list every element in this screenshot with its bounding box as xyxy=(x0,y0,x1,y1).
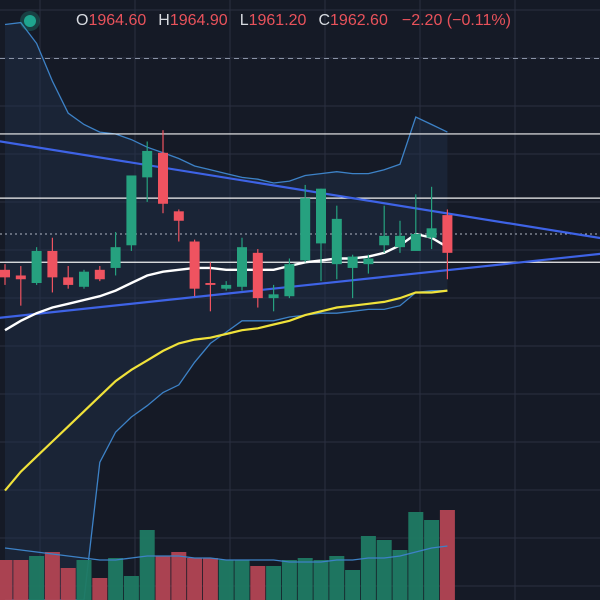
volume-bar xyxy=(360,536,376,600)
candle-body xyxy=(126,175,137,246)
volume-bar xyxy=(376,540,392,600)
candle-body xyxy=(442,215,453,253)
candle-body xyxy=(221,284,232,289)
candle-body xyxy=(284,264,295,297)
volume-bar xyxy=(92,578,108,600)
candle-body xyxy=(94,269,105,280)
slow-ma-line xyxy=(4,289,448,492)
volume-bar xyxy=(250,566,266,600)
candle-body xyxy=(395,235,405,248)
volume-bar xyxy=(29,556,45,600)
volume-bar xyxy=(155,556,171,600)
candle-body xyxy=(363,258,374,265)
fast-ma-line xyxy=(4,232,449,332)
volume-bar xyxy=(171,552,187,600)
volume-bar xyxy=(123,576,139,600)
price-change: −2.20 (−0.11%) xyxy=(401,12,511,29)
candle-body xyxy=(347,256,358,268)
candle-body xyxy=(426,228,437,238)
candle-body xyxy=(331,218,342,265)
volume-bar xyxy=(139,530,155,600)
close-label: C xyxy=(318,12,331,29)
bollinger-lower-line xyxy=(5,289,448,600)
low-field: L1961.20 xyxy=(240,12,307,30)
volume-bar xyxy=(392,550,408,600)
candle-body xyxy=(173,211,184,221)
volume-bar xyxy=(60,568,76,600)
volume-bar xyxy=(44,552,60,600)
volume-bar xyxy=(108,558,124,600)
live-status-dot-icon xyxy=(24,15,36,27)
candle-body xyxy=(110,247,121,268)
candle-body xyxy=(252,252,263,299)
volume-bar xyxy=(281,560,297,600)
candle-body xyxy=(189,241,200,289)
ohlc-legend: O1964.60 H1964.90 L1961.20 C1962.60 −2.2… xyxy=(0,6,511,36)
bollinger-upper-line xyxy=(4,21,448,184)
candle-body xyxy=(142,150,153,178)
volume-bar xyxy=(408,512,424,600)
bollinger-fill xyxy=(5,22,448,600)
open-field: O1964.60 xyxy=(76,12,146,30)
close-value: 1962.60 xyxy=(330,12,388,29)
open-value: 1964.60 xyxy=(88,12,147,29)
candle-body xyxy=(410,233,421,251)
candle-body xyxy=(79,271,89,287)
low-value: 1961.20 xyxy=(248,12,307,29)
candle-body xyxy=(15,275,26,280)
candle-body xyxy=(158,152,168,204)
volume-bar xyxy=(297,558,313,600)
candle-body xyxy=(63,277,74,285)
low-label: L xyxy=(239,12,249,29)
volume-bar xyxy=(13,560,29,600)
high-value: 1964.90 xyxy=(169,12,228,29)
candle-body xyxy=(31,250,42,284)
candle-body xyxy=(300,198,311,261)
volume-bar xyxy=(76,560,92,600)
open-label: O xyxy=(76,12,89,29)
candle-body xyxy=(316,188,326,244)
volume-bar xyxy=(0,560,13,600)
volume-bar xyxy=(439,510,455,600)
high-field: H1964.90 xyxy=(158,12,227,30)
trendline xyxy=(0,252,600,319)
candle-body xyxy=(0,269,10,278)
candle-body xyxy=(379,235,390,246)
volume-bar xyxy=(234,560,250,600)
candle-body xyxy=(268,294,279,299)
volume-bar xyxy=(345,570,361,600)
volume-bar xyxy=(202,558,218,600)
volume-ma-line xyxy=(4,545,448,563)
candle-body xyxy=(205,283,216,285)
high-label: H xyxy=(158,12,170,29)
close-field: C1962.60 xyxy=(318,12,387,30)
volume-bar xyxy=(424,520,440,600)
volume-bar xyxy=(313,560,329,600)
volume-bar xyxy=(329,556,345,600)
trendline xyxy=(0,140,600,240)
volume-bar xyxy=(218,560,234,600)
candle-body xyxy=(237,247,247,287)
candle-body xyxy=(47,250,58,278)
volume-bar xyxy=(187,558,203,600)
volume-bar xyxy=(266,566,282,600)
